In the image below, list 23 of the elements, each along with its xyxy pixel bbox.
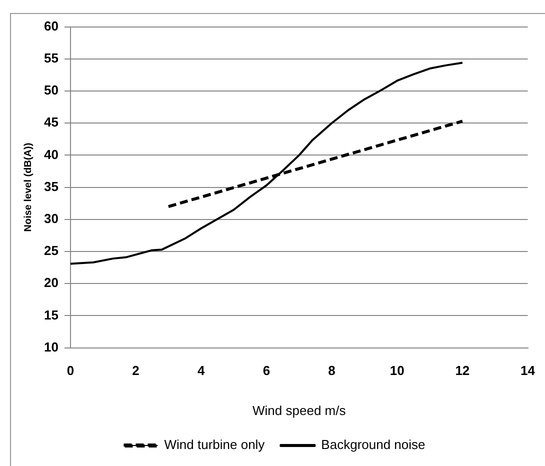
x-tick-label: 8: [328, 363, 336, 378]
y-tick-label: 35: [44, 178, 58, 194]
y-tick-label: 40: [44, 146, 58, 162]
y-tick-label: 20: [44, 275, 58, 290]
legend-label: Background noise: [321, 437, 426, 452]
y-tick-label: 55: [44, 50, 58, 66]
x-tick-label: 0: [66, 363, 74, 378]
y-tick-label: 60: [44, 18, 58, 34]
y-tick-label: 25: [44, 243, 58, 258]
y-tick-label: 10: [44, 339, 58, 354]
x-tick-label: 6: [262, 363, 270, 378]
legend-label: Wind turbine only: [164, 437, 266, 452]
x-tick-label: 2: [132, 363, 140, 378]
y-tick-label: 50: [44, 82, 58, 98]
y-tick-label: 45: [44, 114, 58, 130]
x-tick-label: 4: [198, 363, 206, 378]
x-tick-label: 12: [455, 363, 470, 378]
x-tick-label: 10: [390, 363, 404, 378]
x-axis-title: Wind speed m/s: [252, 402, 346, 418]
x-tick-label: 14: [520, 363, 536, 378]
y-tick-label: 15: [44, 307, 58, 322]
y-axis-title: Noise level (dB(A)): [22, 142, 34, 232]
y-tick-label: 30: [44, 210, 58, 226]
